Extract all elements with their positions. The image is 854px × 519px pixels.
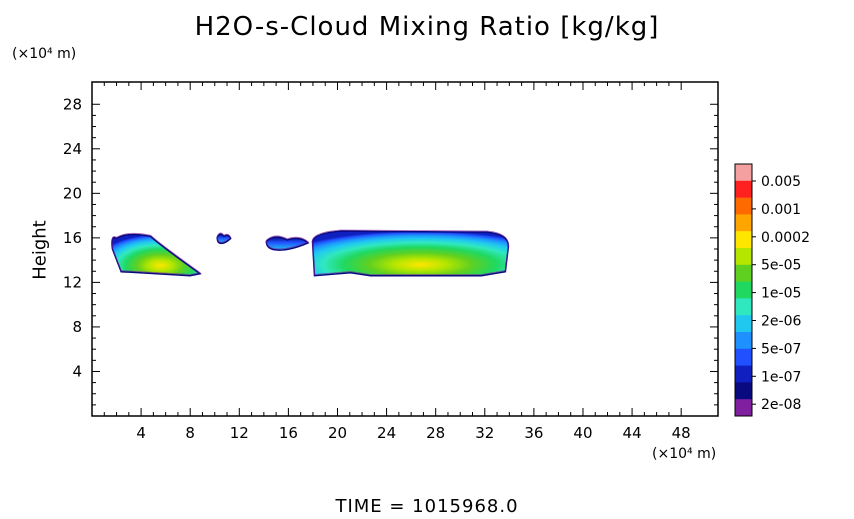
- colorbar-swatch: [735, 164, 752, 182]
- colorbar-label: 0.005: [761, 174, 801, 190]
- cloud-cloud-a: [111, 233, 202, 277]
- colorbar-swatch: [735, 315, 752, 333]
- x-axis-unit: (×10⁴ m): [652, 446, 717, 462]
- cloud-edge: [111, 232, 201, 275]
- colorbar-label: 1e-07: [761, 369, 801, 385]
- colorbar-swatch: [735, 382, 752, 400]
- colorbar-swatch: [735, 231, 752, 249]
- colorbar-frame: [734, 163, 753, 417]
- colorbar-label: 5e-05: [761, 258, 801, 274]
- chart-title: H2O-s-Cloud Mixing Ratio [kg/kg]: [194, 12, 660, 42]
- x-tick-label: 24: [377, 424, 396, 442]
- x-tick-label: 16: [279, 424, 298, 442]
- colorbar-swatch: [735, 214, 752, 232]
- colorbar-label: 0.001: [761, 202, 801, 218]
- y-tick-label: 20: [63, 184, 82, 202]
- cloud-edge: [312, 229, 509, 275]
- colorbar-swatch: [735, 399, 752, 417]
- x-tick-label: 20: [328, 424, 347, 442]
- x-tick-label: 36: [524, 424, 543, 442]
- colorbar-label: 0.0002: [761, 230, 810, 246]
- time-label: TIME = 1015968.0: [335, 496, 519, 517]
- cloud-cloud-c: [265, 236, 310, 251]
- colorbar-label: 2e-08: [761, 397, 801, 413]
- colorbar-label: 2e-06: [761, 314, 801, 330]
- colorbar-swatch: [735, 348, 752, 367]
- x-tick-label: 12: [230, 424, 249, 442]
- y-tick-label: 24: [63, 140, 82, 158]
- x-tick-label: 28: [426, 424, 445, 442]
- x-tick-label: 4: [136, 424, 146, 442]
- colorbar-swatch: [735, 248, 752, 266]
- y-axis: 4 8 12 16 20 24 28: [63, 95, 718, 406]
- colorbar-swatch: [735, 365, 752, 383]
- x-tick-label: 32: [475, 424, 494, 442]
- cloud-regions: [111, 229, 510, 277]
- y-tick-label: 16: [63, 229, 82, 247]
- colorbar-swatch: [735, 332, 752, 350]
- y-axis-unit: (×10⁴ m): [12, 46, 77, 62]
- colorbar-swatch: [735, 298, 752, 316]
- colorbar-swatch: [735, 281, 752, 299]
- colorbar-swatch: [735, 197, 752, 215]
- cloud-edge: [216, 232, 232, 243]
- y-tick-label: 12: [63, 273, 82, 291]
- colorbar-label: 1e-05: [761, 286, 801, 302]
- x-tick-label: 48: [672, 424, 691, 442]
- cloud-cloud-b: [216, 233, 232, 245]
- y-tick-label: 8: [72, 318, 82, 336]
- cloud-cloud-d: [311, 230, 510, 277]
- colorbar: 0.005 0.001 0.0002 5e-05 1e-05 2e-06 5e-07 1e-0…: [734, 163, 810, 417]
- y-tick-label: 28: [63, 95, 82, 113]
- colorbar-swatch: [735, 264, 752, 283]
- x-axis: 4 8 12 16 20 24 28 32 36 40 44 48: [103, 82, 691, 442]
- y-tick-label: 4: [72, 362, 82, 380]
- x-tick-label: 8: [185, 424, 195, 442]
- colorbar-swatch: [735, 180, 752, 199]
- colorbar-label: 5e-07: [761, 341, 801, 357]
- x-tick-label: 44: [623, 424, 642, 442]
- cloud-edge: [265, 235, 309, 250]
- x-tick-label: 40: [573, 424, 592, 442]
